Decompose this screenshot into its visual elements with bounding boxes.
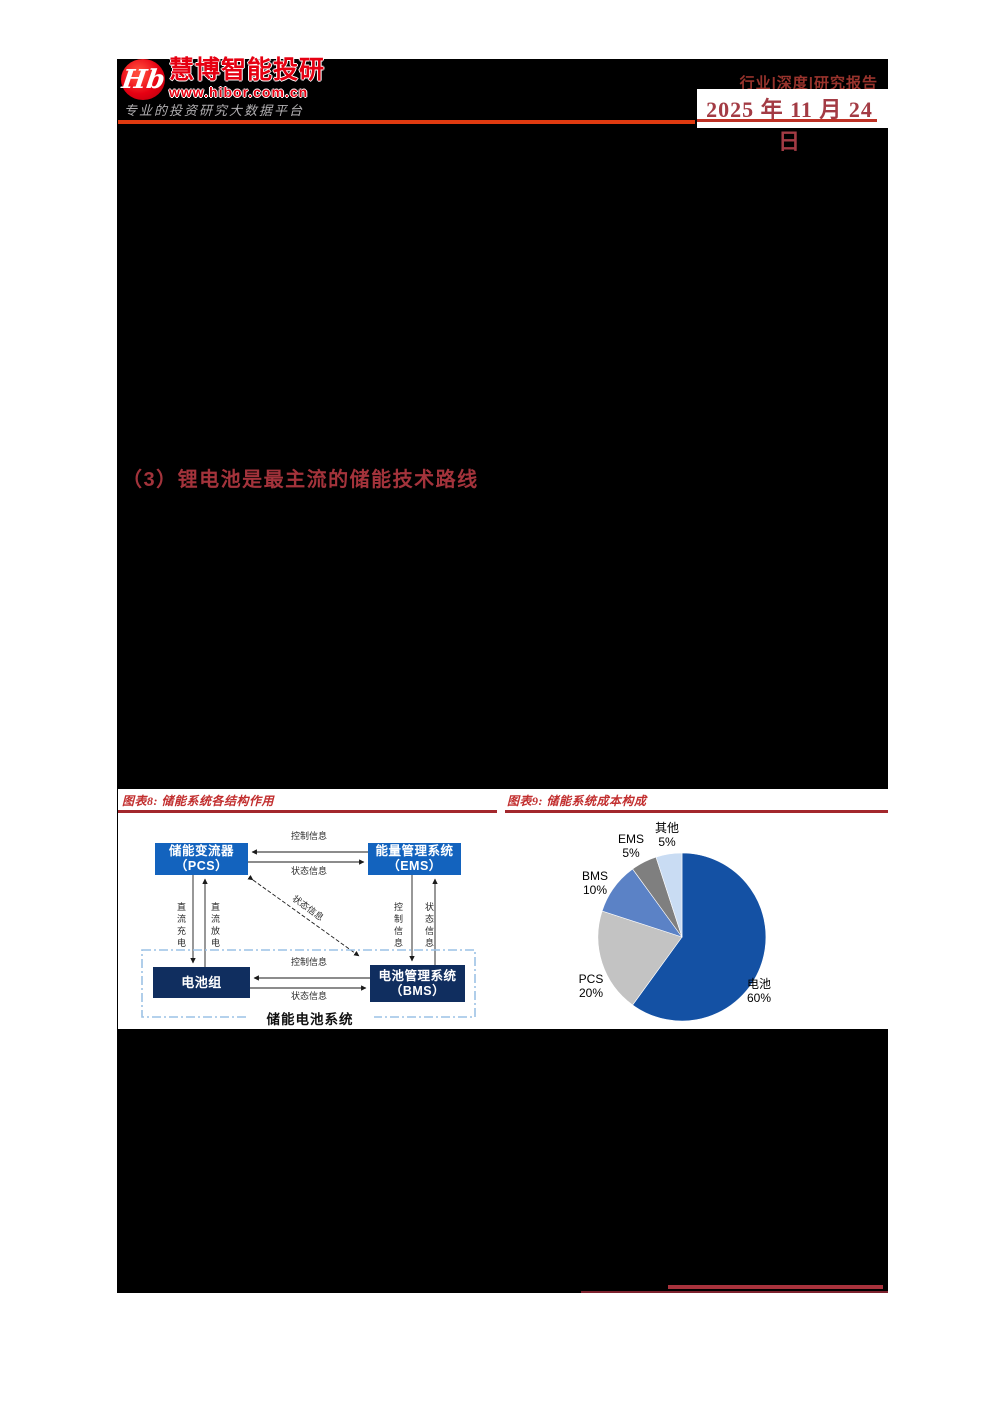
pie-slice-PCS xyxy=(597,910,683,1006)
pie-label-pcs: PCS 20% xyxy=(567,972,615,1000)
hibor-logo-icon: Hb xyxy=(119,59,167,100)
node-pcs: 储能变流器 （PCS） xyxy=(155,843,248,875)
pie-label-other: 其他 5% xyxy=(643,821,691,849)
header-divider-line xyxy=(118,120,695,124)
pie-label-other-pct: 5% xyxy=(658,834,676,849)
storage-system-diagram: 储能变流器 （PCS） 能量管理系统 （EMS） 电池组 电池管理系统 （BMS… xyxy=(118,815,503,1029)
battery-system-group-label: 储能电池系统 xyxy=(246,1008,374,1028)
report-category-tags: 行业|深度|研究报告 xyxy=(739,75,878,92)
pie-label-other-name: 其他 xyxy=(654,821,679,835)
brand-url: www.hibor.com.cn xyxy=(169,84,309,100)
node-pcs-abbr: （PCS） xyxy=(174,859,229,873)
edge-label-ems-bms-ctrl: 控制信息 xyxy=(393,902,403,950)
figure9-title: 图表9: 储能系统成本构成 xyxy=(507,794,647,808)
edge-label-pcs-ems-status: 状态信息 xyxy=(290,866,327,876)
figure9-title-underline xyxy=(505,810,888,813)
pie-label-bms-name: BMS xyxy=(581,869,608,883)
report-date: 2025 年 11 月 24 日 xyxy=(706,97,873,154)
pie-label-battery-name: 电池 xyxy=(746,977,771,991)
brand-title: 慧博智能投研 xyxy=(169,56,326,84)
logo-monogram: Hb xyxy=(119,64,167,95)
pie-label-pcs-pct: 20% xyxy=(578,985,604,1000)
section-heading: （3）锂电池是最主流的储能技术路线 xyxy=(122,469,479,491)
pie-chart-svg xyxy=(597,852,767,1022)
pie-label-ems-name: EMS xyxy=(617,832,644,846)
edge-label-dc-discharge: 直流放电 xyxy=(210,902,220,950)
pie-label-bms: BMS 10% xyxy=(571,869,619,897)
pie-slice-其他 xyxy=(655,852,683,938)
node-pcs-name: 储能变流器 xyxy=(168,844,234,858)
edge-label-ems-bms-status: 状态信息 xyxy=(424,902,434,950)
figure8-title: 图表8: 储能系统各结构作用 xyxy=(122,794,274,808)
pie-slice-电池 xyxy=(632,852,767,1022)
node-bms-abbr: （BMS） xyxy=(389,983,446,998)
edge-label-batt-bms-status: 状态信息 xyxy=(290,991,327,1001)
node-battery-pack: 电池组 xyxy=(153,967,250,998)
pie-label-pcs-name: PCS xyxy=(578,972,604,986)
node-bms: 电池管理系统 （BMS） xyxy=(370,965,465,1002)
node-ems-abbr: （EMS） xyxy=(387,859,442,873)
pie-label-battery: 电池 60% xyxy=(735,977,783,1005)
figure8-title-underline xyxy=(118,810,497,813)
edge-label-batt-bms-ctrl: 控制信息 xyxy=(290,957,327,967)
figure-panel: 图表8: 储能系统各结构作用 图表9: 储能系统成本构成 xyxy=(118,789,888,1029)
date-underline xyxy=(697,119,877,122)
pie-label-ems-pct: 5% xyxy=(622,845,640,860)
pie-label-bms-pct: 10% xyxy=(582,882,608,897)
edge-label-dc-charge: 直流充电 xyxy=(176,902,186,950)
node-battery-name: 电池组 xyxy=(181,975,222,990)
footer-line-upper xyxy=(668,1285,883,1289)
node-bms-name: 电池管理系统 xyxy=(378,968,457,983)
diagram-arrows-svg xyxy=(141,849,476,1018)
redacted-content-block xyxy=(117,59,888,1293)
cost-composition-pie: 电池 60% PCS 20% BMS 10% EMS 5% 其他 5% xyxy=(505,815,888,1029)
brand-slogan: 专业的投资研究大数据平台 xyxy=(124,104,305,119)
footer-line-lower xyxy=(581,1291,888,1293)
edge-label-pcs-ems-ctrl: 控制信息 xyxy=(290,831,327,841)
pie-label-ems: EMS 5% xyxy=(607,832,655,860)
node-ems: 能量管理系统 （EMS） xyxy=(368,843,461,875)
node-ems-name: 能量管理系统 xyxy=(375,844,454,858)
pie-label-battery-pct: 60% xyxy=(746,990,772,1005)
